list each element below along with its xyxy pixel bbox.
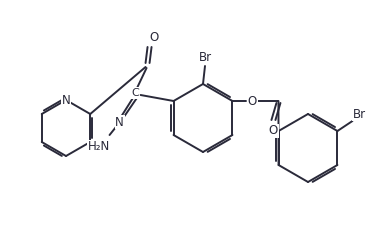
- Text: H₂N: H₂N: [87, 141, 110, 154]
- Text: N: N: [62, 94, 70, 106]
- Text: Br: Br: [198, 50, 212, 64]
- Text: N: N: [115, 115, 124, 128]
- Text: C: C: [132, 88, 140, 98]
- Text: O: O: [149, 31, 158, 44]
- Text: O: O: [248, 95, 257, 108]
- Text: O: O: [269, 124, 278, 137]
- Text: Br: Br: [353, 108, 366, 120]
